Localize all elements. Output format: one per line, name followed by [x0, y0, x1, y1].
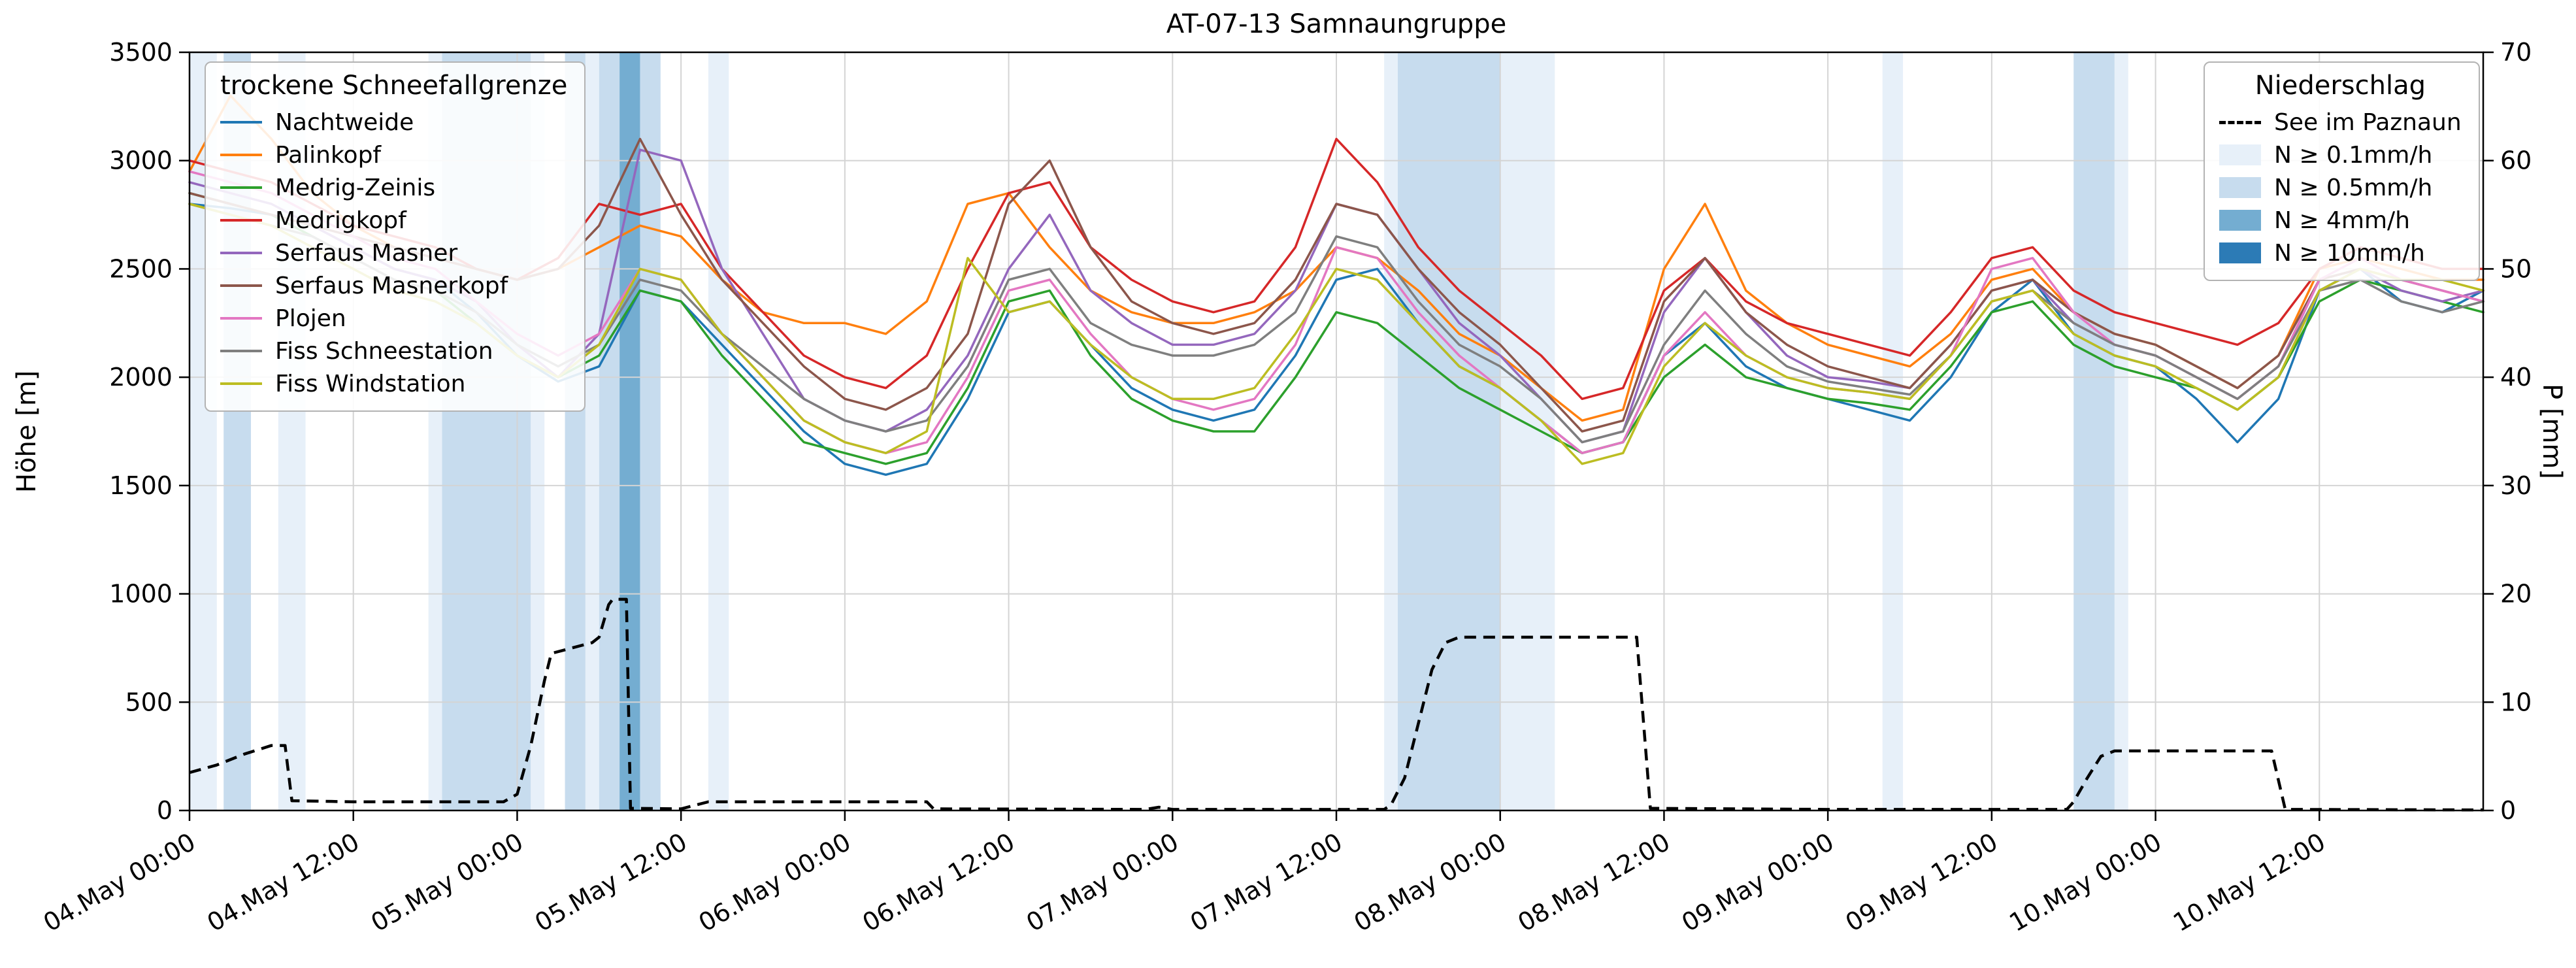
line-swatch-fiss-schneestation: [220, 350, 262, 352]
legend-item-fiss-windstation: Fiss Windstation: [220, 367, 567, 400]
chart-title: AT-07-13 Samnaungruppe: [1166, 9, 1507, 39]
y-left-tick-label: 3500: [109, 38, 173, 67]
line-swatch-palinkopf: [220, 154, 262, 156]
legend-item-serfaus-masner: Serfaus Masner: [220, 237, 567, 269]
precip-band-0.5: [1398, 52, 1500, 810]
x-tick-label: 07.May 00:00: [1021, 827, 1183, 937]
x-tick-label: 08.May 00:00: [1349, 827, 1511, 937]
x-tick-label: 09.May 00:00: [1677, 827, 1839, 937]
y-right-tick-label: 70: [2500, 38, 2532, 67]
legend-item-n-0-5: N ≥ 0.5mm/h: [2219, 171, 2462, 204]
x-tick-label: 10.May 12:00: [2168, 827, 2330, 937]
y-left-tick-label: 3000: [109, 146, 173, 175]
y-right-tick-label: 40: [2500, 363, 2532, 392]
x-tick-label: 09.May 12:00: [1841, 827, 2003, 937]
legend-item-fiss-schneestation: Fiss Schneestation: [220, 335, 567, 367]
precip-band-0.1: [1384, 52, 1398, 810]
x-tick-label: 06.May 00:00: [694, 827, 856, 937]
legend-label: See im Paznaun: [2274, 108, 2462, 136]
y-axis-label-right: P [mm]: [2537, 384, 2567, 479]
precip-band-0.5: [599, 52, 620, 810]
legend-label: Fiss Schneestation: [275, 337, 493, 365]
legend-label: Serfaus Masnerkopf: [275, 272, 508, 299]
y-right-tick-label: 60: [2500, 146, 2532, 175]
line-swatch-fiss-windstation: [220, 382, 262, 385]
line-swatch-serfaus-masner: [220, 252, 262, 254]
legend-label: Fiss Windstation: [275, 370, 466, 397]
y-right-tick-label: 10: [2500, 688, 2532, 716]
legend-precip: Niederschlag See im Paznaun N ≥ 0.1mm/h …: [2204, 61, 2480, 281]
dashed-line-swatch: [2219, 120, 2261, 124]
legend-item-medrigkopf: Medrigkopf: [220, 204, 567, 237]
y-left-tick-label: 1000: [109, 580, 173, 609]
band-swatch-4: [2219, 210, 2261, 231]
legend-item-see-im-paznaun: See im Paznaun: [2219, 106, 2462, 139]
legend-label: N ≥ 0.1mm/h: [2274, 141, 2433, 169]
precip-band-4: [619, 52, 640, 810]
y-left-tick-label: 2500: [109, 254, 173, 283]
y-right-tick-label: 50: [2500, 254, 2532, 283]
y-right-tick-label: 30: [2500, 471, 2532, 500]
y-left-tick-label: 2000: [109, 363, 173, 392]
legend-label: Plojen: [275, 305, 346, 332]
precip-band-0.1: [1882, 52, 1904, 810]
legend-item-n-0-1: N ≥ 0.1mm/h: [2219, 139, 2462, 171]
y-right-tick-label: 20: [2500, 580, 2532, 609]
x-tick-label: 04.May 00:00: [39, 827, 201, 937]
legend-snowline: trockene Schneefallgrenze Nachtweide Pal…: [205, 61, 586, 412]
band-swatch-10: [2219, 242, 2261, 263]
legend-precip-title: Niederschlag: [2254, 71, 2426, 101]
legend-label: Nachtweide: [275, 108, 414, 136]
x-tick-label: 08.May 12:00: [1513, 827, 1675, 937]
line-swatch-medrig-zeinis: [220, 186, 262, 189]
precip-band-0.5: [640, 52, 661, 810]
band-swatch-0-1: [2219, 144, 2261, 165]
precip-band-0.1: [708, 52, 729, 810]
legend-label: Palinkopf: [275, 141, 382, 169]
precip-band-0.1: [585, 52, 599, 810]
line-swatch-plojen: [220, 317, 262, 320]
precip-band-0.1: [2114, 52, 2128, 810]
y-left-tick-label: 1500: [109, 471, 173, 500]
line-swatch-nachtweide: [220, 121, 262, 124]
y-left-tick-label: 500: [125, 688, 173, 716]
x-tick-label: 06.May 12:00: [857, 827, 1019, 937]
legend-item-n-10: N ≥ 10mm/h: [2219, 237, 2462, 269]
band-swatch-0-5: [2219, 177, 2261, 198]
precip-band-0.5: [2073, 52, 2115, 810]
legend-label: Medrig-Zeinis: [275, 174, 436, 201]
line-swatch-medrigkopf: [220, 219, 262, 222]
x-tick-label: 05.May 12:00: [530, 827, 692, 937]
y-left-tick-label: 0: [157, 796, 173, 825]
precip-band-0.1: [1500, 52, 1555, 810]
legend-item-plojen: Plojen: [220, 302, 567, 335]
x-tick-label: 05.May 00:00: [366, 827, 528, 937]
x-tick-label: 04.May 12:00: [203, 827, 365, 937]
legend-item-serfaus-masnerkopf: Serfaus Masnerkopf: [220, 269, 567, 302]
line-swatch-serfaus-masnerkopf: [220, 284, 262, 287]
x-tick-label: 10.May 00:00: [2004, 827, 2166, 937]
legend-label: N ≥ 0.5mm/h: [2274, 174, 2433, 201]
legend-label: Medrigkopf: [275, 207, 406, 234]
legend-item-palinkopf: Palinkopf: [220, 139, 567, 171]
legend-label: N ≥ 10mm/h: [2274, 239, 2425, 267]
y-right-tick-label: 0: [2500, 796, 2516, 825]
legend-item-medrig-zeinis: Medrig-Zeinis: [220, 171, 567, 204]
precip-line-see-im-paznaun: [189, 597, 2484, 812]
legend-item-n-4: N ≥ 4mm/h: [2219, 204, 2462, 237]
legend-snowline-title: trockene Schneefallgrenze: [220, 71, 568, 101]
x-tick-label: 07.May 12:00: [1185, 827, 1347, 937]
legend-item-nachtweide: Nachtweide: [220, 106, 567, 139]
legend-label: N ≥ 4mm/h: [2274, 207, 2410, 234]
y-axis-label-left: Höhe [m]: [12, 370, 42, 493]
legend-label: Serfaus Masner: [275, 239, 458, 267]
